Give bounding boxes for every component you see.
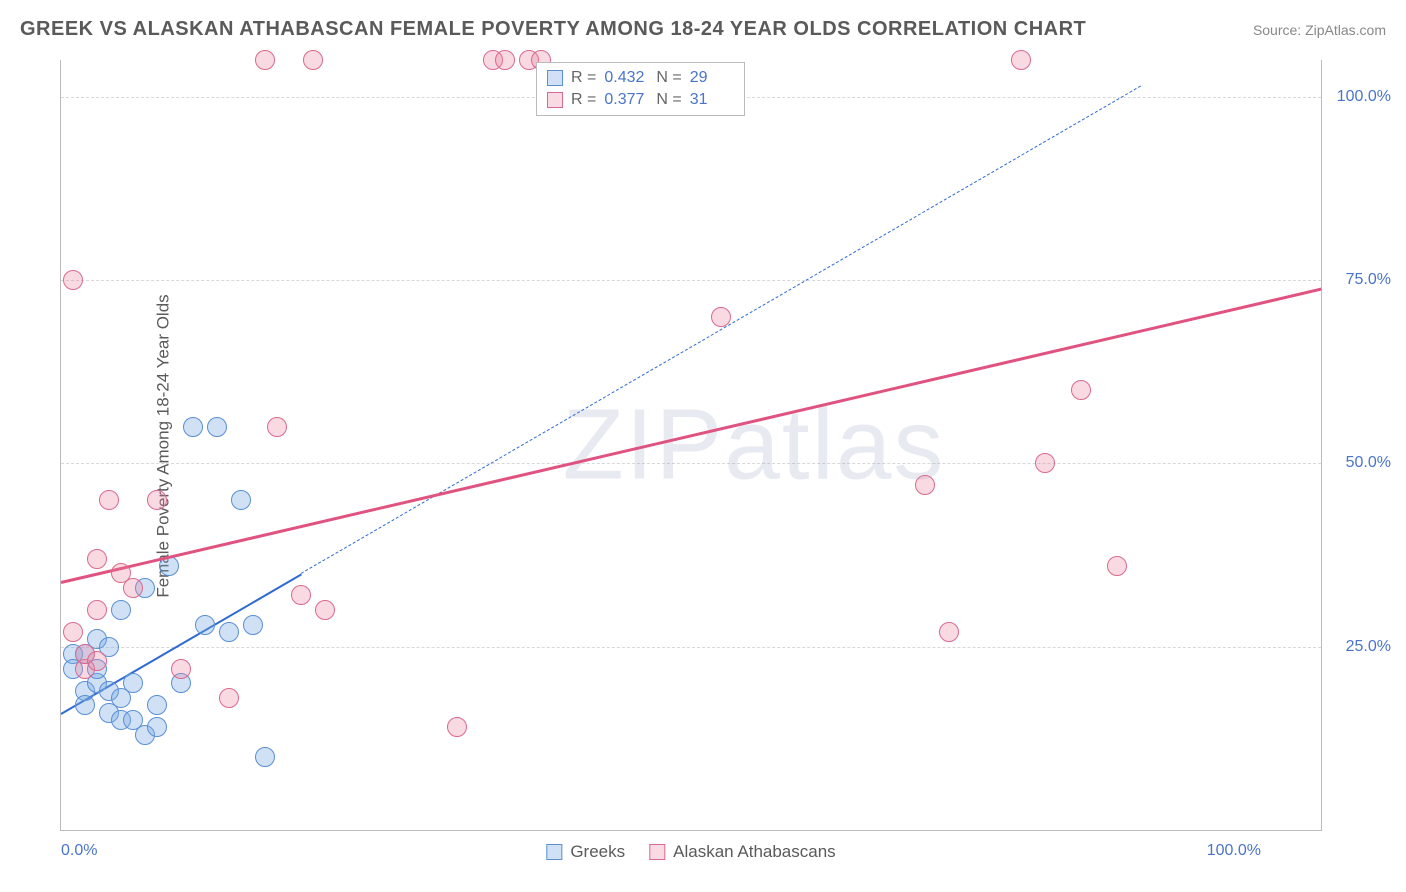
watermark: ZIPatlas xyxy=(563,388,946,503)
legend-item: Alaskan Athabascans xyxy=(649,842,836,862)
data-point xyxy=(1035,453,1055,473)
scatter-plot: 25.0%50.0%75.0%100.0%0.0%100.0%ZIPatlasR… xyxy=(60,60,1322,831)
data-point xyxy=(219,688,239,708)
trend-line xyxy=(61,287,1322,583)
source-label: Source: xyxy=(1253,22,1301,38)
legend-stats: R = 0.432 N = 29 R = 0.377 N = 31 xyxy=(536,62,745,116)
data-point xyxy=(147,490,167,510)
data-point xyxy=(267,417,287,437)
data-point xyxy=(111,600,131,620)
data-point xyxy=(255,50,275,70)
r-value: 0.432 xyxy=(604,67,648,89)
data-point xyxy=(207,417,227,437)
legend-series: Greeks Alaskan Athabascans xyxy=(546,842,835,862)
n-label: N = xyxy=(656,89,681,111)
gridline xyxy=(61,463,1321,464)
legend-stats-row: R = 0.377 N = 31 xyxy=(547,89,734,111)
data-point xyxy=(63,270,83,290)
legend-item: Greeks xyxy=(546,842,625,862)
n-label: N = xyxy=(656,67,681,89)
data-point xyxy=(231,490,251,510)
legend-label: Greeks xyxy=(570,842,625,862)
data-point xyxy=(171,659,191,679)
data-point xyxy=(195,615,215,635)
data-point xyxy=(75,695,95,715)
data-point xyxy=(915,475,935,495)
y-tick-label: 75.0% xyxy=(1331,271,1391,289)
data-point xyxy=(99,490,119,510)
gridline xyxy=(61,647,1321,648)
data-point xyxy=(711,307,731,327)
data-point xyxy=(291,585,311,605)
data-point xyxy=(219,622,239,642)
r-value: 0.377 xyxy=(604,89,648,111)
data-point xyxy=(1107,556,1127,576)
data-point xyxy=(447,717,467,737)
legend-swatch xyxy=(649,844,665,860)
data-point xyxy=(255,747,275,767)
data-point xyxy=(87,651,107,671)
data-point xyxy=(123,673,143,693)
legend-stats-row: R = 0.432 N = 29 xyxy=(547,67,734,89)
x-tick-label: 100.0% xyxy=(1207,842,1261,860)
source-credit: Source: ZipAtlas.com xyxy=(1253,22,1386,38)
data-point xyxy=(1071,380,1091,400)
data-point xyxy=(315,600,335,620)
data-point xyxy=(939,622,959,642)
n-value: 29 xyxy=(690,67,734,89)
data-point xyxy=(183,417,203,437)
data-point xyxy=(147,717,167,737)
n-value: 31 xyxy=(690,89,734,111)
x-tick-label: 0.0% xyxy=(61,842,97,860)
data-point xyxy=(495,50,515,70)
data-point xyxy=(87,600,107,620)
legend-swatch xyxy=(546,844,562,860)
data-point xyxy=(123,578,143,598)
data-point xyxy=(303,50,323,70)
data-point xyxy=(1011,50,1031,70)
data-point xyxy=(243,615,263,635)
trend-line-dashed xyxy=(301,86,1142,575)
source-value: ZipAtlas.com xyxy=(1305,22,1386,38)
gridline xyxy=(61,280,1321,281)
y-tick-label: 25.0% xyxy=(1331,638,1391,656)
r-label: R = xyxy=(571,67,596,89)
data-point xyxy=(87,549,107,569)
legend-swatch xyxy=(547,70,563,86)
data-point xyxy=(147,695,167,715)
y-tick-label: 100.0% xyxy=(1331,88,1391,106)
r-label: R = xyxy=(571,89,596,111)
y-tick-label: 50.0% xyxy=(1331,454,1391,472)
chart-title: GREEK VS ALASKAN ATHABASCAN FEMALE POVER… xyxy=(20,18,1086,41)
legend-label: Alaskan Athabascans xyxy=(673,842,836,862)
legend-swatch xyxy=(547,92,563,108)
data-point xyxy=(63,622,83,642)
